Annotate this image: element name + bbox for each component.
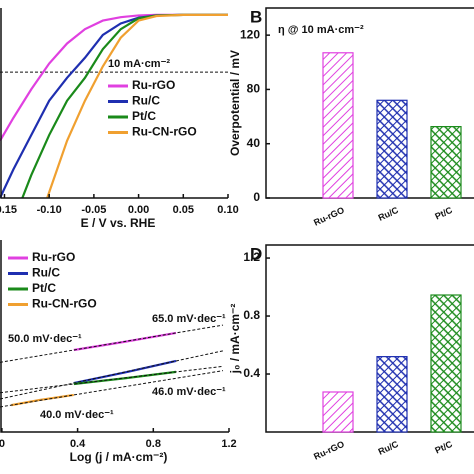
y-tick-label: 1.2 [243,250,260,264]
chart-title: η @ 10 mA·cm⁻² [278,24,364,36]
slope-label: 65.0 mV·dec⁻¹ [152,313,226,325]
x-tick-label: 0.4 [70,438,86,450]
series-line [21,13,228,198]
y-tick-label: 120 [240,27,260,41]
x-tick-label: Ru/C [377,439,401,457]
panel-letter: B [250,7,262,26]
legend-label: Ru-CN-rGO [32,297,97,311]
legend-label: Pt/C [32,281,56,295]
bar [322,52,354,199]
x-tick-label: Pt/C [433,205,454,222]
fit-line [0,365,224,394]
y-tick-label: 0.8 [243,308,260,322]
y-tick-label: 40 [247,136,261,150]
bar [376,99,408,199]
axes-frame [265,244,474,433]
plot-area [0,13,228,198]
plot-area [0,324,224,408]
x-tick-label: 0.00 [128,204,149,216]
bar [430,126,462,199]
legend-label: Ru-CN-rGO [132,125,197,139]
y-tick-label: 80 [247,82,261,96]
x-axis-label: E / V vs. RHE [81,216,156,230]
legend-label: Pt/C [132,109,156,123]
axes-frame [265,7,474,199]
legend-label: Ru-rGO [32,250,75,264]
x-tick-label: Ru-rGO [312,439,346,462]
x-tick-label: Pt/C [433,439,454,456]
fit-line [0,370,224,408]
axes-frame [0,8,228,199]
bar [376,356,408,433]
y-axis-label: Overpotential / mV [228,50,242,156]
x-tick-label: -0.10 [37,204,62,216]
x-tick-label: 0.05 [173,204,194,216]
y-tick-label: 0 [253,190,260,204]
series-line [46,13,228,198]
slope-label: 50.0 mV·dec⁻¹ [8,333,82,345]
y-tick-label: 0.4 [243,366,260,380]
legend-label: Ru-rGO [132,78,175,92]
panel-letter: D [250,244,262,263]
fit-line [0,350,224,400]
series-line [0,13,228,142]
x-tick-label: 0 [0,438,5,450]
slope-label: 40.0 mV·dec⁻¹ [40,409,114,421]
legend-label: Ru/C [132,94,160,108]
x-tick-label: -0.15 [0,204,17,216]
legend-label: Ru/C [32,266,60,280]
x-tick-label: 0.10 [217,204,238,216]
x-tick-label: Ru/C [377,205,401,223]
x-tick-label: 0.8 [146,438,161,450]
x-tick-label: -0.05 [81,204,106,216]
slope-label: 46.0 mV·dec⁻¹ [152,386,226,398]
x-axis-label: Log (j / mA·cm⁻²) [70,450,168,464]
x-tick-label: Ru-rGO [312,205,346,228]
annotation: 10 mA·cm⁻² [108,58,170,70]
bar [322,391,354,433]
bar [430,294,462,433]
x-tick-label: 1.2 [221,438,236,450]
y-axis-label: j₀ / mA·cm⁻² [228,304,242,375]
fit-line [0,324,224,363]
